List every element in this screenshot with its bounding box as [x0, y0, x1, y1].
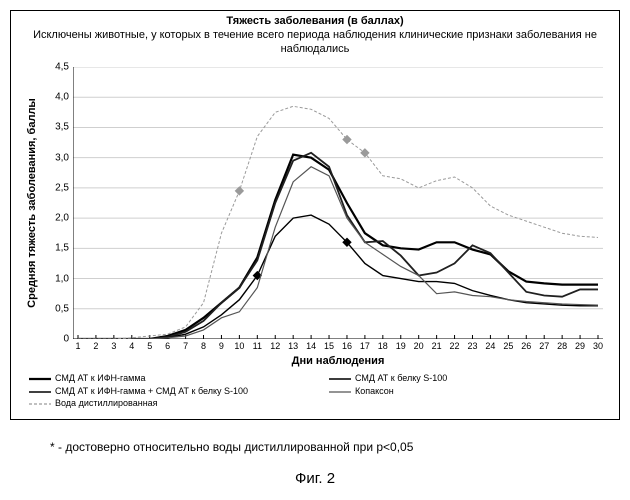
chart-subtitle: Исключены животные, у которых в течение … [11, 29, 619, 57]
legend: СМД АТ к ИФН-гаммаСМД АТ к ИФН-гамма + С… [29, 373, 609, 411]
legend-label: СМД АТ к ИФН-гамма [55, 373, 146, 385]
chart-title-block: Тяжесть заболевания (в баллах) Исключены… [11, 15, 619, 56]
x-tick-label: 6 [165, 341, 170, 351]
x-tick-label: 9 [219, 341, 224, 351]
x-tick-label: 12 [270, 341, 280, 351]
y-tick-label: 0,5 [55, 303, 69, 314]
legend-label: Вода дистиллированная [55, 398, 158, 410]
y-tick-label: 2,0 [55, 213, 69, 224]
legend-item: Копаксон [329, 386, 589, 398]
figure-label: Фиг. 2 [0, 470, 630, 487]
chart-frame: Тяжесть заболевания (в баллах) Исключены… [10, 10, 620, 420]
x-tick-label: 29 [575, 341, 585, 351]
x-tick-label: 10 [234, 341, 244, 351]
x-tick-label: 14 [306, 341, 316, 351]
x-tick-label: 13 [288, 341, 298, 351]
legend-label: Копаксон [355, 386, 394, 398]
x-axis-title: Дни наблюдения [73, 355, 603, 367]
x-tick-label: 15 [324, 341, 334, 351]
x-tick-label: 27 [539, 341, 549, 351]
plot-svg [73, 67, 603, 339]
legend-item: Вода дистиллированная [29, 398, 329, 410]
legend-item: СМД АТ к ИФН-гамма [29, 373, 329, 385]
chart-title: Тяжесть заболевания (в баллах) [11, 15, 619, 29]
legend-item: СМД АТ к белку S-100 [329, 373, 589, 385]
y-tick-label: 1,5 [55, 243, 69, 254]
x-tick-label: 1 [75, 341, 80, 351]
footnote: * - достоверно относительно воды дистилл… [50, 440, 413, 454]
x-tick-label: 2 [93, 341, 98, 351]
legend-item: СМД АТ к ИФН-гамма + СМД АТ к белку S-10… [29, 386, 329, 398]
x-tick-label: 26 [521, 341, 531, 351]
x-tick-label: 4 [129, 341, 134, 351]
x-tick-label: 18 [378, 341, 388, 351]
y-tick-label: 0 [63, 334, 69, 345]
x-tick-label: 28 [557, 341, 567, 351]
y-tick-label: 4,0 [55, 92, 69, 103]
x-tick-label: 23 [467, 341, 477, 351]
plot-area: 00,51,01,52,02,53,03,54,04,5 12345678910… [73, 67, 603, 339]
x-tick-label: 24 [485, 341, 495, 351]
x-tick-label: 30 [593, 341, 603, 351]
y-tick-labels: 00,51,01,52,02,53,03,54,04,5 [11, 67, 73, 339]
y-tick-label: 1,0 [55, 273, 69, 284]
x-tick-label: 21 [432, 341, 442, 351]
y-tick-label: 4,5 [55, 62, 69, 73]
x-tick-label: 22 [450, 341, 460, 351]
legend-label: СМД АТ к белку S-100 [355, 373, 447, 385]
x-tick-label: 16 [342, 341, 352, 351]
x-tick-label: 17 [360, 341, 370, 351]
x-tick-label: 3 [111, 341, 116, 351]
legend-label: СМД АТ к ИФН-гамма + СМД АТ к белку S-10… [55, 386, 248, 398]
x-tick-labels: 1234567891011121314151617181920212223242… [73, 339, 603, 353]
x-tick-label: 7 [183, 341, 188, 351]
x-tick-label: 8 [201, 341, 206, 351]
x-tick-label: 20 [414, 341, 424, 351]
figure-root: Тяжесть заболевания (в баллах) Исключены… [0, 0, 630, 500]
x-tick-label: 11 [253, 341, 262, 351]
y-tick-label: 2,5 [55, 182, 69, 193]
y-tick-label: 3,5 [55, 122, 69, 133]
x-tick-label: 19 [396, 341, 406, 351]
y-tick-label: 3,0 [55, 152, 69, 163]
x-tick-label: 25 [503, 341, 513, 351]
x-tick-label: 5 [147, 341, 152, 351]
